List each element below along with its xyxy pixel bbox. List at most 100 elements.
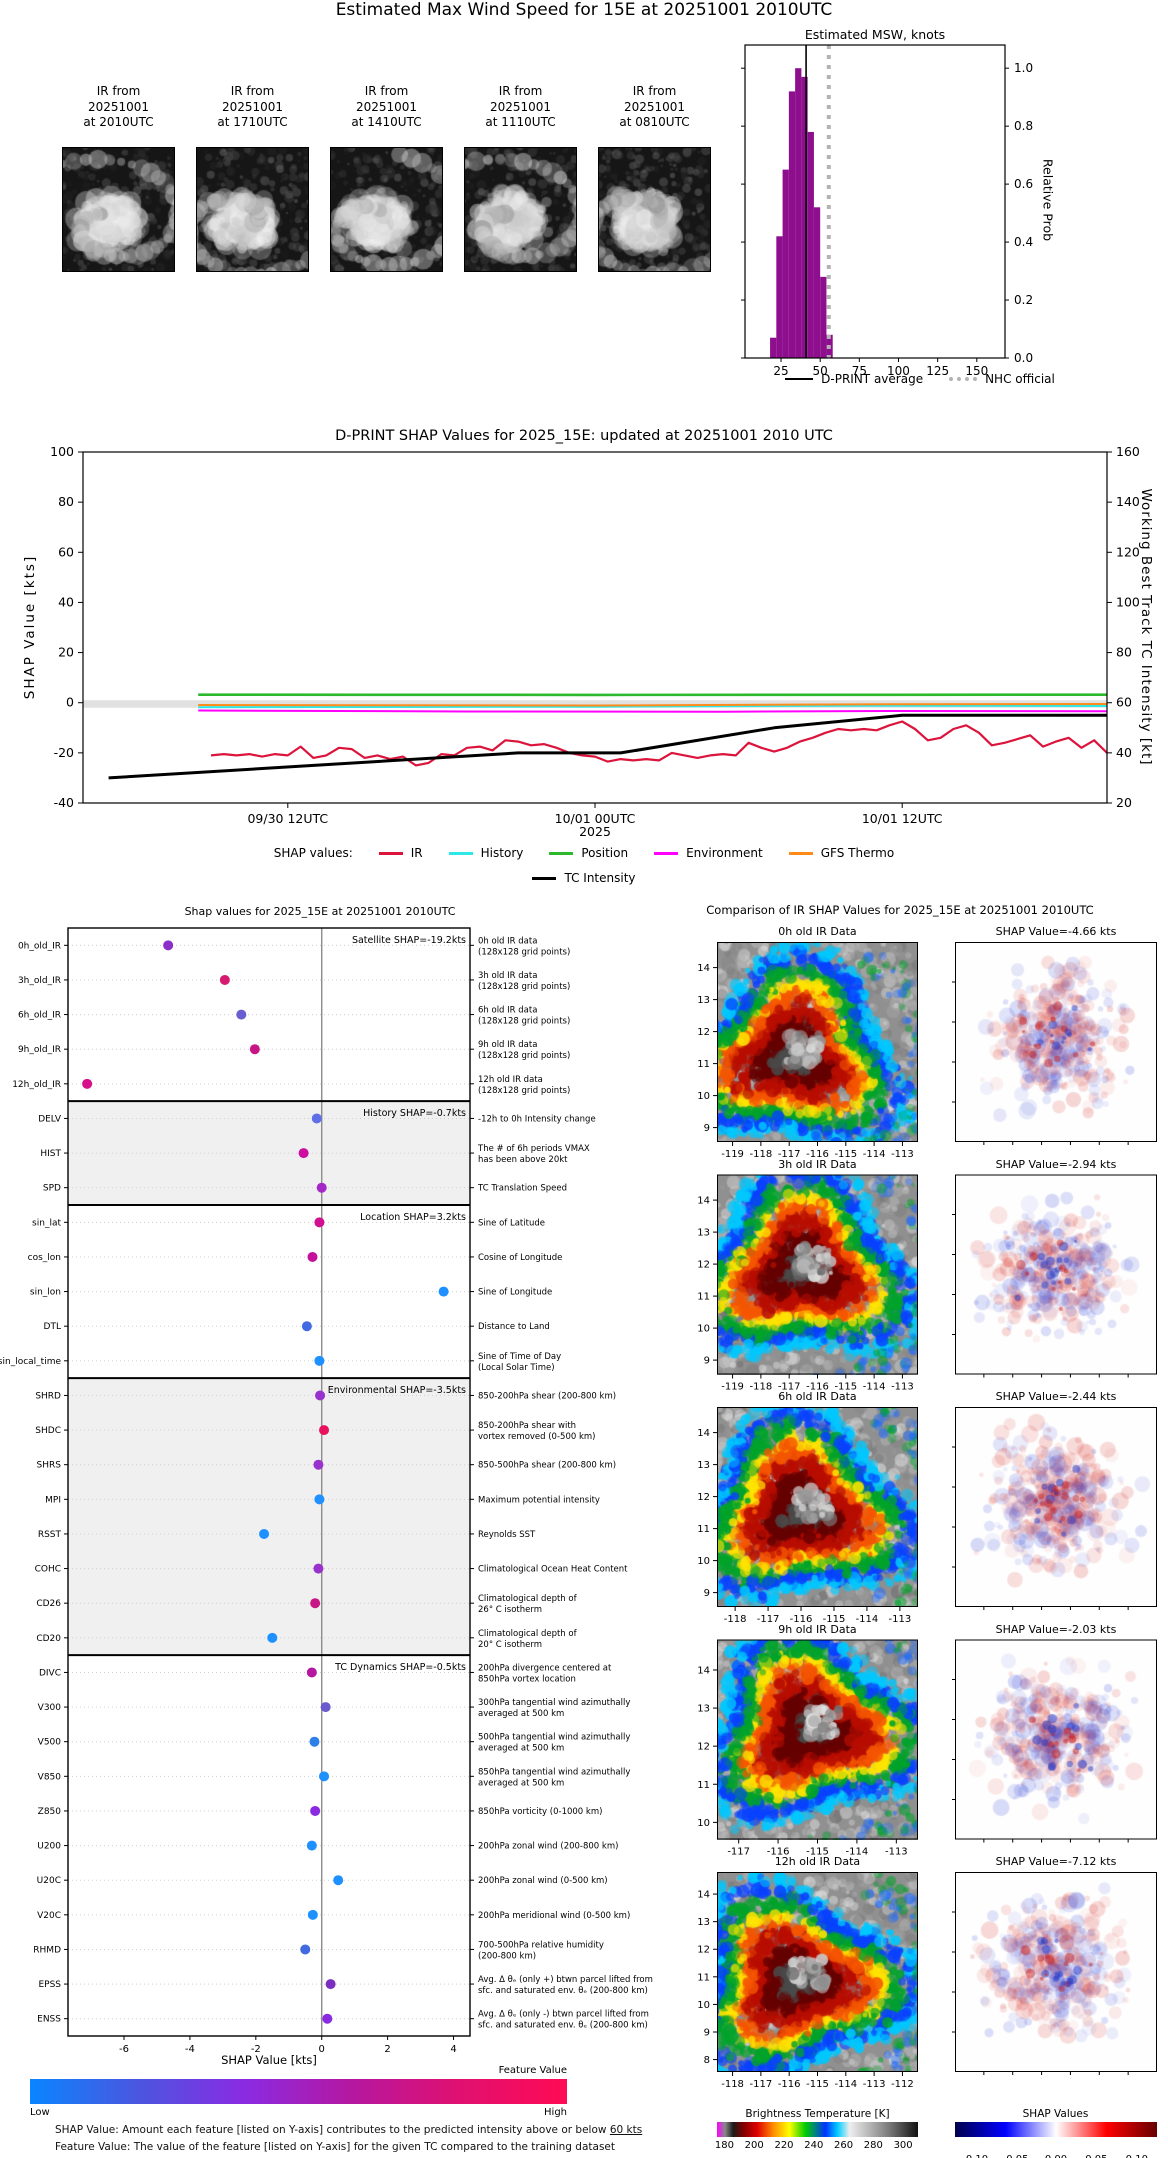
map-ytick-label: 13 xyxy=(697,995,710,1006)
group-band xyxy=(68,1378,470,1656)
row-description: Avg. Δ θₑ (only -) btwn parcel lifted fr… xyxy=(478,2010,649,2020)
ts-ytick-left-label: -40 xyxy=(54,795,74,810)
row-description: 200hPa zonal wind (200-800 km) xyxy=(478,1842,618,1852)
ir-thumbnail-caption: IR from 20251001 at 1710UTC xyxy=(217,84,288,130)
map-ytick-label: 13 xyxy=(697,1228,710,1239)
shap-dot-3h_old_IR xyxy=(219,974,230,985)
map-ytick-label: 9 xyxy=(704,1356,710,1367)
row-description: 200hPa divergence centered at xyxy=(478,1663,612,1673)
group-annotation: History SHAP=-0.7kts xyxy=(363,1108,466,1119)
histogram-frame xyxy=(744,44,1006,359)
series-gfs-thermo xyxy=(198,703,1108,707)
row-label: V850 xyxy=(38,1772,62,1782)
ts-ytick-right-label: 160 xyxy=(1116,444,1140,459)
timeseries-xlabel: 2025 xyxy=(579,824,611,839)
group-annotation: Satellite SHAP=-19.2kts xyxy=(352,935,466,946)
row-description: averaged at 500 km xyxy=(478,1778,564,1788)
shap-dot-HIST xyxy=(298,1148,309,1159)
shap-dot-SHRD xyxy=(315,1390,326,1401)
row-description: (128x128 grid points) xyxy=(478,982,570,992)
ts-ytick-left-label: 0 xyxy=(66,695,74,710)
ir-thumbnail-caption: IR from 20251001 at 0810UTC xyxy=(619,84,690,130)
row-label: V500 xyxy=(38,1738,62,1748)
shap-dot-Z850 xyxy=(310,1805,321,1816)
ir-map-title: 6h old IR Data xyxy=(778,1390,857,1403)
legend-item-nhc-official: NHC official xyxy=(949,372,1055,386)
ir-thumbnail-image xyxy=(330,147,443,272)
row-label: SHDC xyxy=(35,1426,61,1436)
map-ytick-label: 10 xyxy=(697,1324,710,1335)
row-description: 0h old IR data xyxy=(478,936,537,946)
ir-map-image xyxy=(717,942,918,1142)
hist-ytick-label: 0.2 xyxy=(1014,293,1033,307)
map-ytick-label: 8 xyxy=(704,2055,710,2066)
legend-item-d-print-average: D-PRINT average xyxy=(785,372,923,386)
legend-label: IR xyxy=(410,846,423,860)
shap-dot-sin_lat xyxy=(314,1217,325,1228)
feature-colorbar-high-label: High xyxy=(544,2107,567,2118)
ir-thumbnail-image xyxy=(598,147,711,272)
row-label: CD20 xyxy=(36,1634,61,1644)
colorbar-tick-label: 280 xyxy=(863,2140,883,2151)
row-label: 6h_old_IR xyxy=(18,1011,61,1021)
shap-dot-V850 xyxy=(319,1771,330,1782)
shap-dot-MPI xyxy=(314,1494,325,1505)
map-ytick-label: 12 xyxy=(697,1027,710,1038)
row-label: U20C xyxy=(37,1876,61,1886)
map-ytick-label: 11 xyxy=(697,1059,710,1070)
footnote-shap-text: SHAP Value: Amount each feature [listed … xyxy=(55,2124,610,2136)
ir-map-image xyxy=(717,1639,918,1840)
row-description: 850-500hPa shear (200-800 km) xyxy=(478,1461,616,1471)
group-band xyxy=(68,1101,470,1205)
series-ir xyxy=(210,720,1108,767)
row-description: Sine of Time of Day xyxy=(478,1352,561,1362)
ir-map-image xyxy=(717,1872,918,2072)
timeseries-frame xyxy=(82,451,1108,804)
row-label: DTL xyxy=(44,1322,61,1332)
row-label: sin_local_time xyxy=(0,1357,61,1367)
row-label: U200 xyxy=(37,1842,61,1852)
colorbar-tick-label: 0.00 xyxy=(1045,2154,1067,2158)
map-ytick-label: 14 xyxy=(697,1890,710,1901)
colorbar-tick-label: 220 xyxy=(774,2140,794,2151)
row-description: 850-200hPa shear with xyxy=(478,1421,576,1431)
row-description: (128x128 grid points) xyxy=(478,1086,570,1096)
series-history xyxy=(198,704,1108,709)
ts-ytick-left-label: -20 xyxy=(54,745,74,760)
histogram-bar xyxy=(826,334,833,358)
row-description: Climatological depth of xyxy=(478,1629,578,1639)
colorbar-tick-label: 0.10 xyxy=(1126,2154,1148,2158)
row-description: 850hPa vortex location xyxy=(478,1674,576,1684)
row-description: 300hPa tangential wind azimuthally xyxy=(478,1698,630,1708)
colorbar-tick-label: 180 xyxy=(714,2140,734,2151)
ts-ytick-right-label: 120 xyxy=(1116,544,1140,559)
hist-ytick-label: 0.4 xyxy=(1014,235,1033,249)
shap-dot-6h_old_IR xyxy=(236,1009,247,1020)
row-label: SHRD xyxy=(35,1391,61,1401)
shap-dot-DIVC xyxy=(306,1667,317,1678)
ts-ytick-left-label: 40 xyxy=(58,594,74,609)
shap-map-title: SHAP Value=-7.12 kts xyxy=(995,1855,1117,1868)
row-description: 500hPa tangential wind azimuthally xyxy=(478,1733,630,1743)
map-xtick-label: -115 xyxy=(806,2079,829,2090)
row-description: sfc. and saturated env. θₑ (200-800 km) xyxy=(478,2021,648,2031)
histogram-legend: D-PRINT average NHC official xyxy=(690,372,1150,386)
legend-line-sample xyxy=(785,378,814,380)
ir-map-title: 12h old IR Data xyxy=(774,1855,861,1868)
group-annotation: Location SHAP=3.2kts xyxy=(360,1212,466,1223)
row-label: 9h_old_IR xyxy=(18,1045,61,1055)
shap-dot-sin_lon xyxy=(438,1286,449,1297)
ir-map-image xyxy=(717,1407,918,1607)
shap-map-title: SHAP Value=-4.66 kts xyxy=(995,925,1117,938)
row-description: 200hPa zonal wind (0-500 km) xyxy=(478,1876,608,1886)
shap-map-title: SHAP Value=-2.44 kts xyxy=(995,1390,1117,1403)
shap-map-image xyxy=(955,1639,1157,1840)
row-description: 850-200hPa shear (200-800 km) xyxy=(478,1391,616,1401)
row-description: vortex removed (0-500 km) xyxy=(478,1432,595,1442)
histogram-bar xyxy=(807,131,814,358)
legend-label: D-PRINT average xyxy=(821,372,924,386)
dotplot-frame xyxy=(67,927,471,2037)
feature-colorbar-title: Feature Value xyxy=(498,2065,567,2076)
row-description: (200-800 km) xyxy=(478,1951,536,1961)
legend-label: TC Intensity xyxy=(564,871,636,885)
